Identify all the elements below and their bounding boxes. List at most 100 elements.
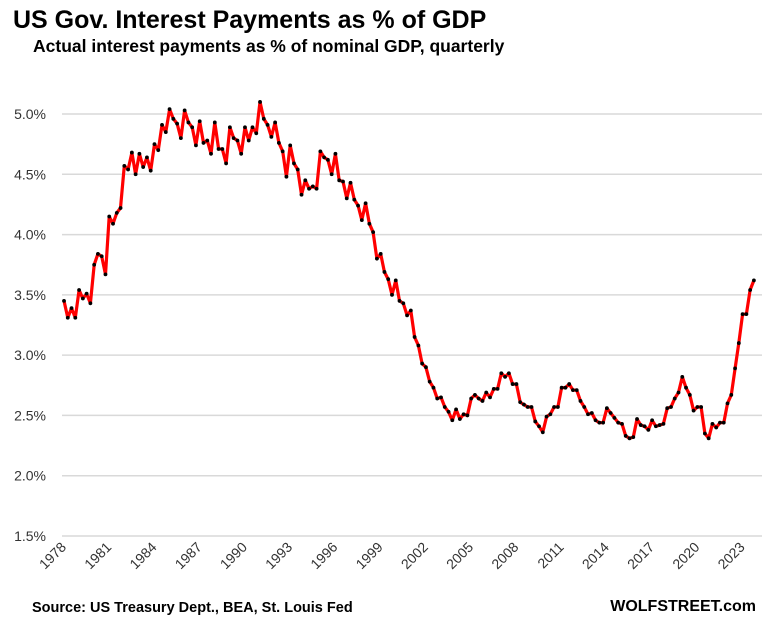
chart-title: US Gov. Interest Payments as % of GDP <box>13 6 487 34</box>
data-point <box>397 298 402 303</box>
data-point <box>239 151 244 156</box>
data-point <box>446 409 451 414</box>
data-point <box>299 192 304 197</box>
data-point <box>337 178 342 183</box>
data-point <box>371 230 376 235</box>
data-point <box>408 308 413 313</box>
data-point <box>699 405 704 409</box>
data-point <box>518 400 523 405</box>
x-tick-label: 2023 <box>714 539 747 572</box>
data-point <box>209 151 213 156</box>
data-point <box>329 172 334 177</box>
data-point <box>488 395 492 400</box>
data-point <box>118 206 123 210</box>
data-point <box>322 155 327 160</box>
data-point <box>725 401 730 406</box>
data-point <box>744 312 749 317</box>
data-point <box>589 411 594 415</box>
x-axis-ticks: 1978 1981 1984 1987 1990 1993 1996 1999 2002 2005… <box>36 539 748 572</box>
data-point <box>574 388 579 393</box>
data-point <box>356 203 360 208</box>
data-point <box>616 420 621 425</box>
data-point <box>80 296 85 301</box>
data-point <box>586 412 590 417</box>
brand-logo-text: WOLFSTREET.com <box>610 598 756 615</box>
chart-subtitle: Actual interest payments as % of nominal… <box>33 36 505 56</box>
x-tick-label: 2002 <box>398 539 431 572</box>
data-point <box>295 167 300 172</box>
data-point <box>457 417 462 421</box>
data-point <box>254 131 259 136</box>
data-point <box>431 385 436 390</box>
data-point <box>653 424 658 429</box>
data-point <box>544 414 549 419</box>
data-point <box>729 393 734 397</box>
data-point <box>627 436 632 441</box>
data-point <box>390 292 394 297</box>
data-point <box>499 371 504 376</box>
data-point <box>273 120 278 125</box>
source-note: Source: US Treasury Dept., BEA, St. Loui… <box>32 600 353 616</box>
data-point <box>552 405 556 409</box>
data-point <box>122 163 127 168</box>
data-point <box>661 421 666 426</box>
data-point <box>484 390 489 395</box>
data-point <box>533 419 538 424</box>
data-point <box>88 301 93 306</box>
data-point <box>220 147 225 151</box>
data-point <box>752 278 756 283</box>
data-point <box>65 315 70 320</box>
data-point <box>378 251 383 256</box>
data-point <box>152 142 157 147</box>
data-point <box>676 390 681 395</box>
y-tick-label: 2.0% <box>14 468 46 484</box>
data-point <box>73 315 78 320</box>
x-tick-label: 1987 <box>171 539 204 572</box>
data-point <box>450 418 455 423</box>
data-point <box>307 186 311 191</box>
y-tick-label: 5.0% <box>14 106 46 122</box>
data-point <box>190 125 195 130</box>
x-tick-label: 1981 <box>81 539 114 572</box>
data-point <box>62 298 66 303</box>
data-point <box>231 136 236 141</box>
data-point <box>258 100 262 104</box>
data-point <box>341 179 345 184</box>
data-point <box>733 366 737 371</box>
data-point <box>522 402 526 407</box>
data-point <box>480 399 485 403</box>
data-point <box>148 168 153 173</box>
data-point <box>454 407 458 412</box>
data-point <box>657 423 662 427</box>
data-point <box>567 382 572 386</box>
data-point <box>631 435 636 440</box>
data-point <box>363 201 368 206</box>
data-point <box>405 313 409 318</box>
data-point <box>691 408 696 413</box>
data-point <box>601 420 606 425</box>
data-point <box>684 385 688 390</box>
y-tick-label: 2.5% <box>14 407 46 423</box>
data-point <box>555 405 560 409</box>
x-tick-label: 1999 <box>352 539 385 572</box>
data-point <box>427 379 432 384</box>
gridlines <box>62 113 762 537</box>
data-point <box>386 277 391 282</box>
data-point <box>344 196 349 201</box>
data-point <box>182 108 187 113</box>
x-tick-label: 1996 <box>307 539 340 572</box>
data-point <box>103 272 108 277</box>
data-point <box>646 427 651 432</box>
data-point <box>186 120 191 125</box>
data-point <box>92 262 97 267</box>
data-point <box>635 417 639 421</box>
data-point <box>175 121 180 126</box>
data-point <box>303 178 308 183</box>
data-point <box>714 425 719 430</box>
data-point <box>669 405 673 409</box>
data-point <box>571 388 575 393</box>
data-point <box>718 420 722 425</box>
series-line <box>62 100 756 440</box>
data-point <box>740 312 745 317</box>
data-point <box>201 141 206 145</box>
